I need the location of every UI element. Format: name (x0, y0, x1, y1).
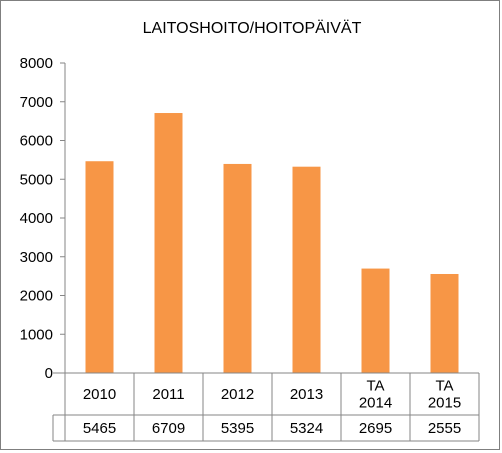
y-tick-label: 1000 (20, 326, 53, 343)
y-tick-label: 5000 (20, 171, 53, 188)
x-category-label: 2014 (359, 395, 392, 412)
data-table-value: 2695 (359, 420, 392, 437)
axis-layer: 0 1000 2000 3000 4000 5000 6000 7000 8000 (20, 55, 66, 382)
y-tick-label: 2000 (20, 288, 53, 305)
x-category-label: 2010 (83, 386, 116, 403)
y-tick-label: 8000 (20, 55, 53, 72)
data-table-value: 5395 (221, 420, 254, 437)
bar (292, 166, 321, 373)
x-category-label: TA (366, 378, 384, 395)
x-category-label: TA (435, 378, 453, 395)
bar (430, 273, 459, 373)
bar (223, 163, 252, 373)
x-category-label: 2015 (428, 395, 461, 412)
y-tick-label: 0 (45, 365, 53, 382)
data-table-value: 6709 (152, 420, 185, 437)
data-table-value: 5324 (290, 420, 323, 437)
data-table-value: 2555 (428, 420, 461, 437)
data-table-value: 5465 (83, 420, 116, 437)
x-category-label: 2011 (152, 386, 184, 403)
bar (154, 113, 183, 374)
bars-layer (85, 113, 459, 374)
x-category-label: 2012 (221, 386, 254, 403)
y-tick-label: 6000 (20, 133, 53, 150)
x-category-label: 2013 (290, 386, 323, 403)
chart-title: LAITOSHOITO/HOITOPÄIVÄT (143, 19, 362, 37)
y-tick-label: 3000 (20, 249, 53, 266)
bar (85, 161, 114, 373)
y-tick-label: 4000 (20, 210, 53, 227)
bar (361, 268, 390, 373)
y-tick-label: 7000 (20, 94, 53, 111)
